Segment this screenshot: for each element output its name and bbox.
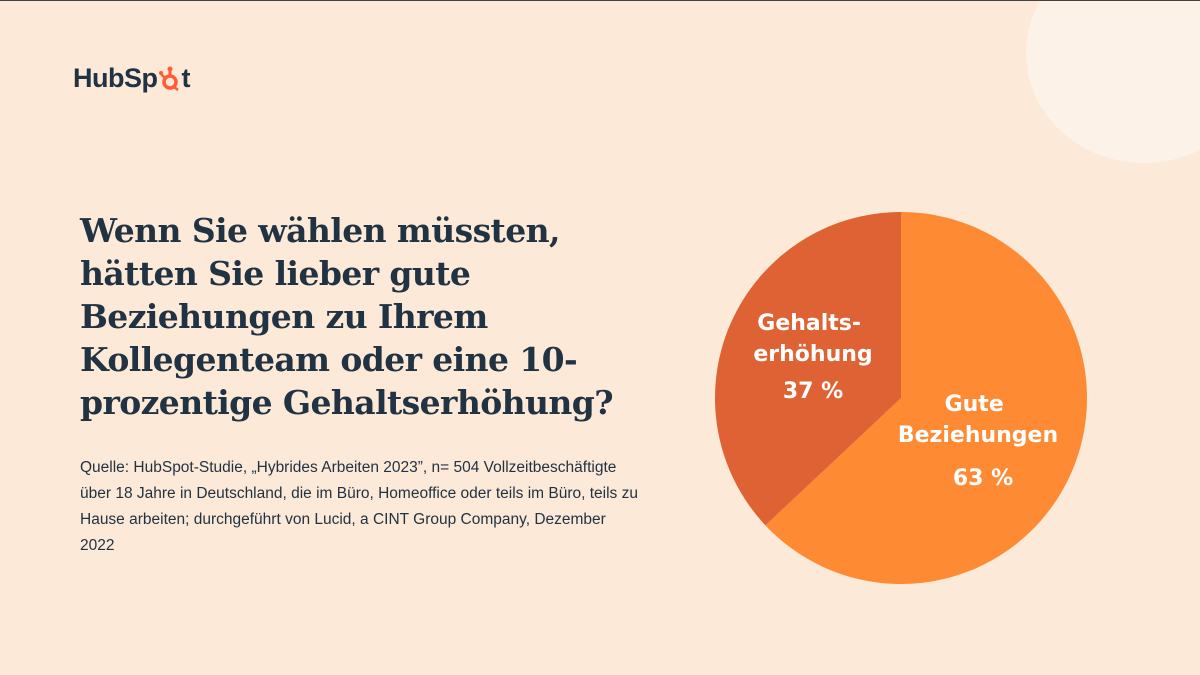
value-gehaltserhoehung: 37 % xyxy=(783,379,843,404)
hubspot-logo: HubSp t xyxy=(73,63,190,94)
pie-chart: Gute Beziehungen 63 % Gehalts- erhöhung … xyxy=(715,212,1087,584)
logo-text: HubSp xyxy=(73,63,158,93)
sprocket-icon xyxy=(158,66,179,91)
label-gehaltserhoehung: Gehalts- erhöhung xyxy=(753,311,872,367)
label-gute-beziehungen: Gute Beziehungen xyxy=(898,392,1058,448)
decorative-circle xyxy=(1026,1,1200,163)
value-gute-beziehungen: 63 % xyxy=(953,466,1013,491)
pie-slice-1 xyxy=(715,212,901,526)
question-title: Wenn Sie wählen müssten, hätten Sie lieb… xyxy=(80,211,614,422)
pie-slice-0 xyxy=(765,212,1087,584)
logo-text-end: t xyxy=(181,63,191,93)
source-note: Quelle: HubSpot-Studie, „Hybrides Arbeit… xyxy=(80,459,638,554)
